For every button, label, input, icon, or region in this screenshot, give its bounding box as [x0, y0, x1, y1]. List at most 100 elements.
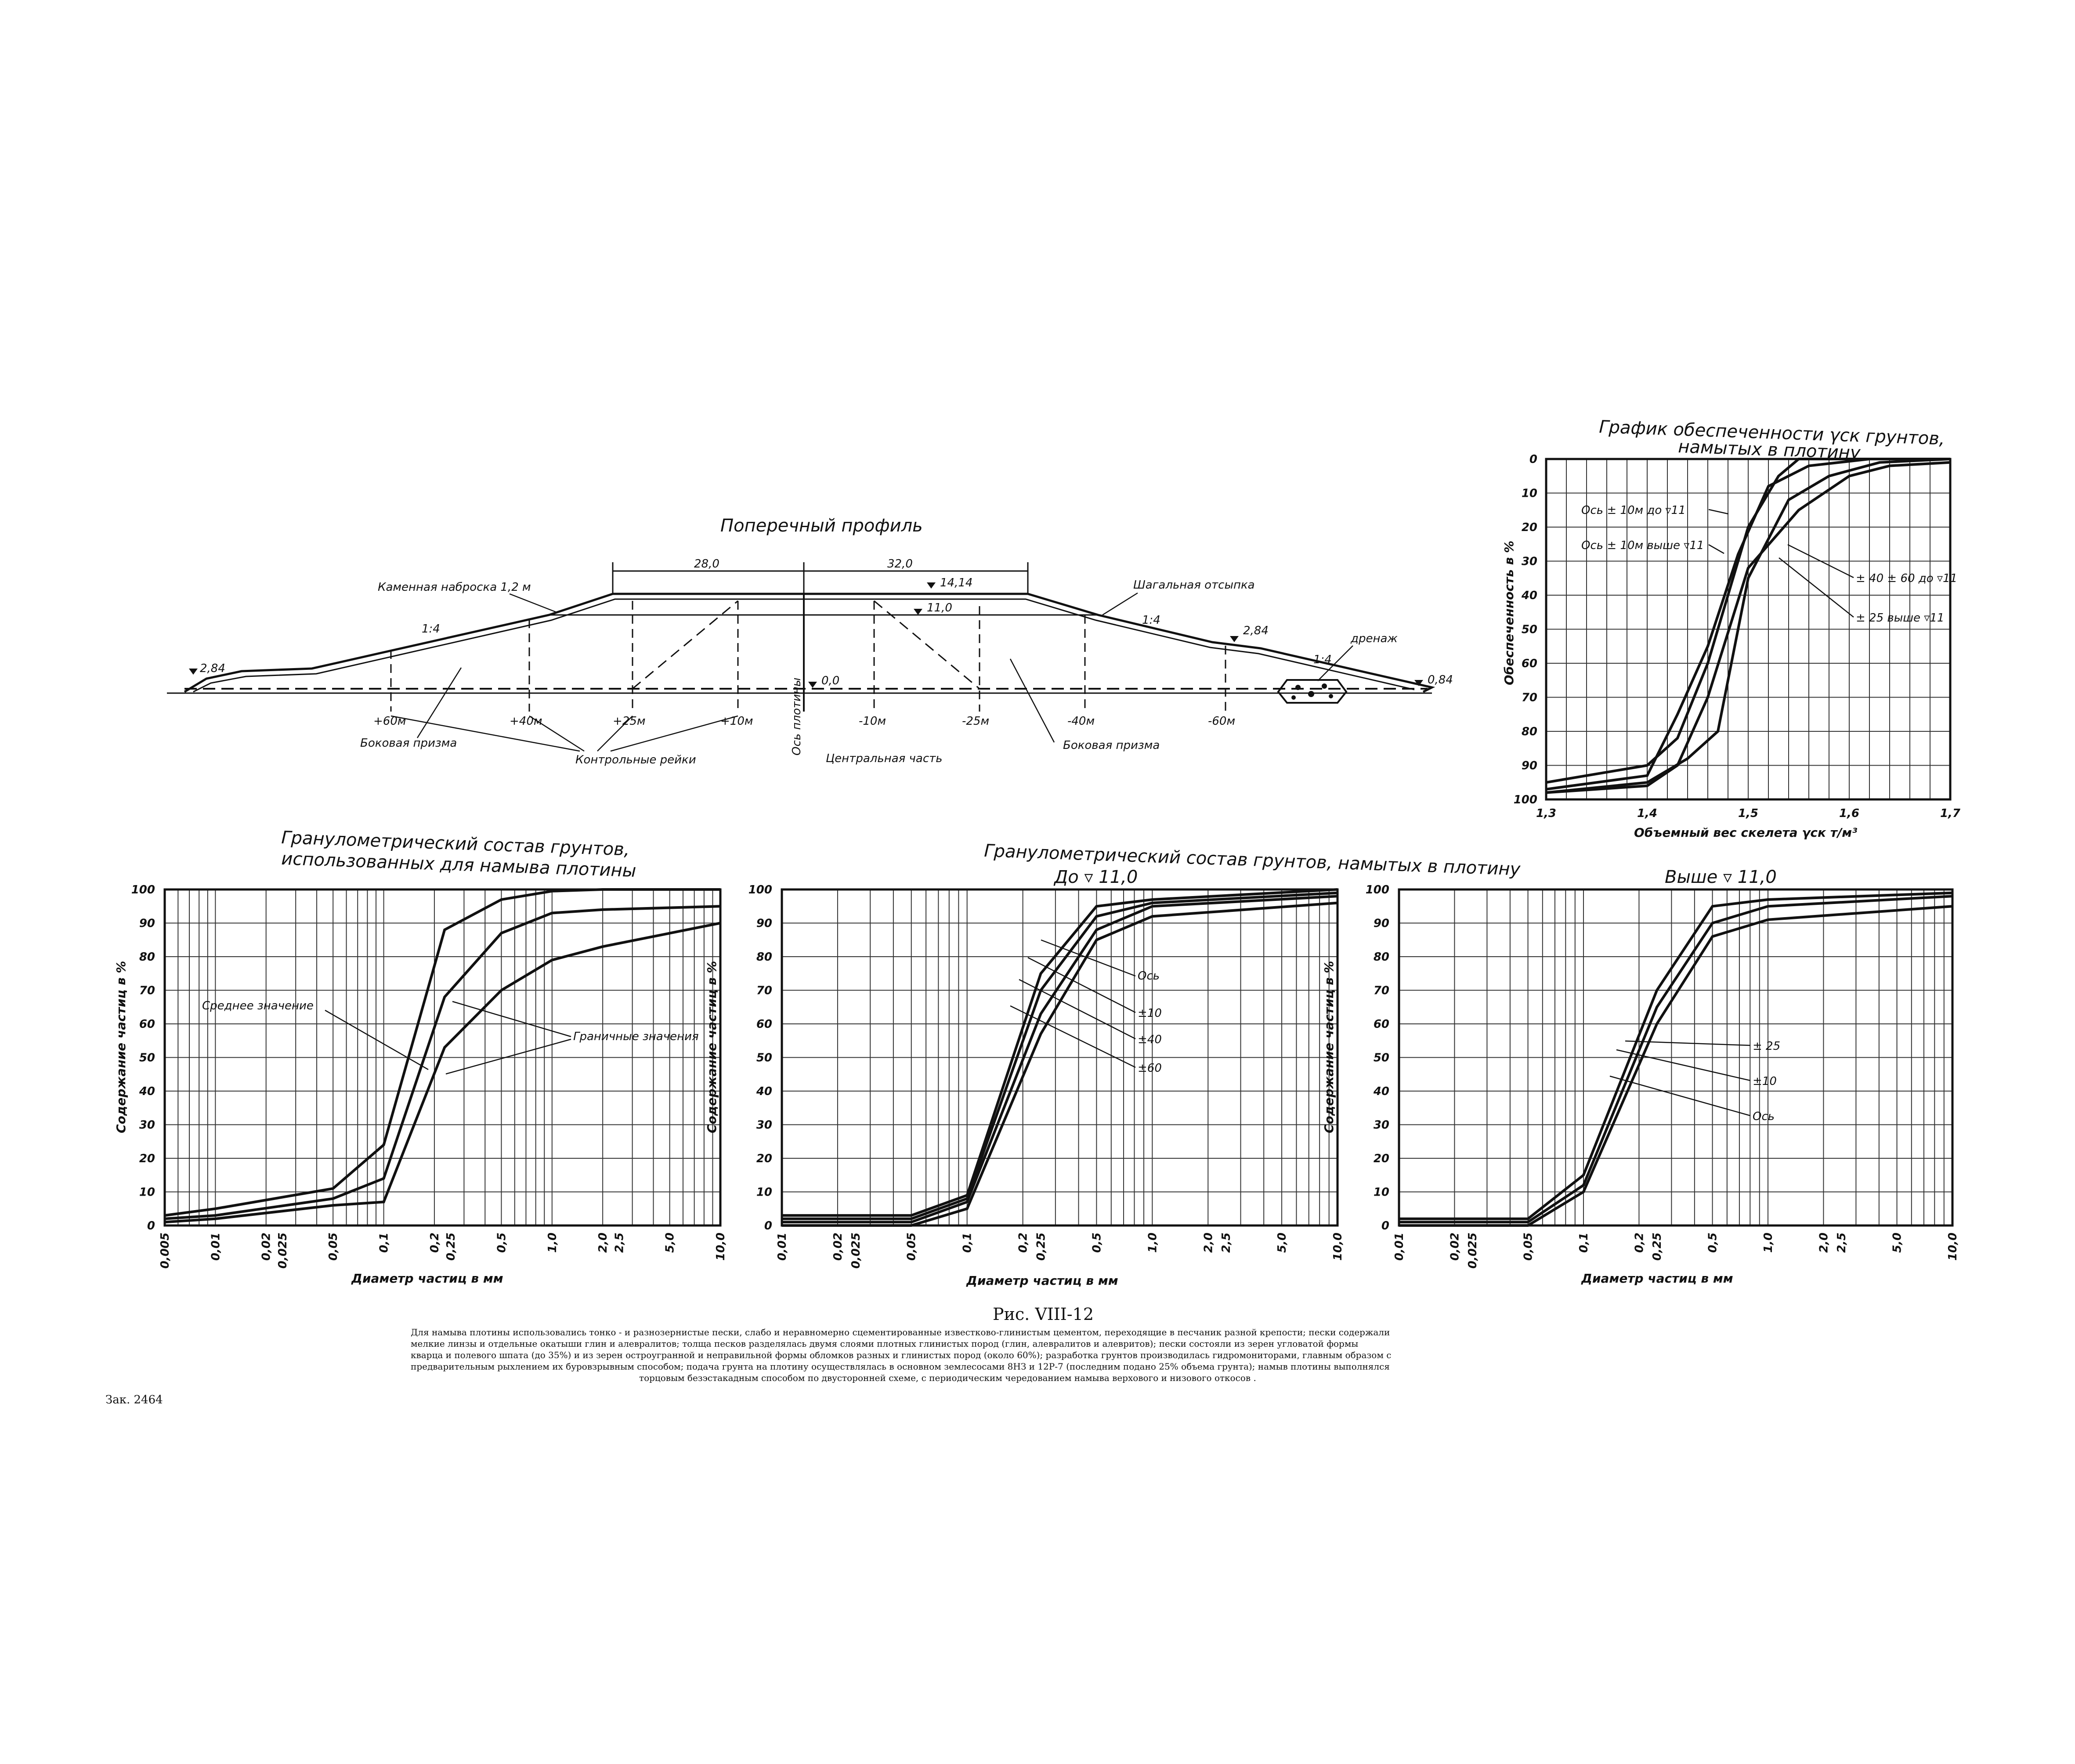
gran-chart-2: 0 10 20 30 40 50 60 70 80 90 100 0,01 0,02 0,025 0,05 0… [705, 883, 1345, 1288]
y-tick-label: 20 [1522, 521, 1537, 534]
dimension-right: 32,0 [887, 557, 913, 571]
y-tick-label: 40 [756, 1085, 772, 1098]
supply-curves [1546, 458, 1951, 794]
gran3-ticks: 0 10 20 30 40 50 60 70 80 90 100 0,01 0,02 0,025 0,05 0… [1366, 883, 1959, 1269]
y-tick-label: 50 [1522, 623, 1537, 636]
y-tick-label: 80 [139, 951, 155, 964]
y-tick-label: 40 [1373, 1085, 1389, 1098]
x-tick-label: 2,5 [1835, 1233, 1848, 1253]
x-tick-label: 2,0 [596, 1233, 610, 1253]
y-tick-label: 50 [1374, 1052, 1389, 1065]
label-stone-fill: Каменная наброска 1,2 м [378, 581, 531, 594]
gran2-ylabel: Содержание частиц в % [705, 961, 719, 1133]
mark-triangle-icon [1230, 636, 1239, 642]
x-tick-label: 0,2 [1017, 1233, 1030, 1253]
gran3-curves [1399, 891, 1953, 1227]
gran2-label-10: ±10 [1138, 1007, 1162, 1020]
gran-mid-subtitle: До ▿ 11,0 [1053, 867, 1138, 887]
x-tick-label: 0,025 [850, 1233, 863, 1269]
gran1-curves [164, 888, 721, 1224]
x-tick-label: 1,5 [1738, 807, 1758, 820]
x-tick-label: 0,005 [159, 1233, 172, 1269]
label-shagal-fill: Шагальная отсыпка [1133, 578, 1255, 592]
x-tick-label: 0,25 [1035, 1233, 1048, 1261]
supply-label-axis-below: Ось ± 10м до ▿11 [1581, 504, 1686, 517]
series-line [1399, 905, 1953, 1227]
slope-label-left: 1:4 [422, 622, 440, 636]
x-tick-label: 0,1 [1577, 1233, 1591, 1253]
control-rails [390, 594, 1226, 712]
supply-label-25: ± 25 выше ▿11 [1856, 611, 1944, 625]
gran-chart-1: 0 10 20 30 40 50 60 70 80 90 100 0,005 0,01 0,02 0,025… [114, 883, 727, 1286]
y-tick-label: 100 [748, 883, 772, 896]
y-tick-label: 100 [1514, 793, 1537, 806]
y-tick-label: 30 [1522, 555, 1537, 568]
y-tick-label: 70 [1374, 984, 1389, 998]
gran1-label-mean: Среднее значение [202, 999, 314, 1012]
y-tick-label: 20 [139, 1152, 155, 1165]
x-tick-label: 0,25 [1651, 1233, 1664, 1261]
gran-right-subtitle: Выше ▿ 11,0 [1665, 867, 1777, 887]
x-tick-label: 0,01 [776, 1233, 789, 1261]
series-line [164, 905, 721, 1220]
y-tick-label: 90 [139, 917, 155, 930]
x-tick-label: 0,02 [1448, 1233, 1461, 1261]
drain-symbol [1277, 679, 1348, 704]
y-tick-label: 20 [1374, 1152, 1389, 1165]
y-tick-label: 20 [756, 1152, 772, 1165]
x-tick-label: 0,5 [495, 1233, 508, 1253]
gran-chart-3: 0 10 20 30 40 50 60 70 80 90 100 0,01 0,02 0,025 0,05 0… [1322, 883, 1959, 1286]
supply-xlabel: Объемный вес скелета γск т/м³ [1634, 825, 1857, 840]
x-tick-label: 1,0 [546, 1233, 559, 1253]
x-tick-label: 0,2 [1633, 1233, 1646, 1253]
x-tick-label: 0,05 [1522, 1233, 1535, 1261]
supply-label-axis-above: Ось ± 10м выше ▿11 [1581, 539, 1704, 552]
x-tick-label: 5,0 [1276, 1233, 1289, 1253]
x-tick-label: 0,02 [260, 1233, 273, 1261]
series-line [1399, 891, 1953, 1220]
x-tick-label: 10,0 [1331, 1233, 1345, 1261]
x-tick-label: 10,0 [714, 1233, 727, 1261]
y-tick-label: 60 [756, 1018, 772, 1031]
station-minus-10: -10м [859, 715, 886, 728]
station-minus-40: -40м [1067, 715, 1095, 728]
gran3-label-10: ±10 [1753, 1075, 1777, 1088]
station-minus-60: -60м [1208, 715, 1235, 728]
mark-triangle-icon [808, 682, 817, 688]
series-line [164, 888, 720, 1217]
label-side-prism-left: Боковая призма [360, 737, 457, 750]
y-tick-label: 30 [756, 1119, 772, 1132]
y-tick-label: 10 [1522, 487, 1537, 500]
x-tick-label: 0,02 [831, 1233, 845, 1261]
x-tick-label: 0,01 [209, 1233, 222, 1261]
series-line [782, 891, 1338, 1220]
dimension-line: 28,0 32,0 [612, 557, 1029, 593]
gran2-grid [781, 888, 1339, 1227]
y-tick-label: 90 [1522, 759, 1537, 773]
y-tick-label: 10 [1374, 1186, 1389, 1199]
x-tick-label: 1,4 [1637, 807, 1657, 820]
gran3-grid [1398, 888, 1954, 1227]
station-plus-60: +60м [373, 715, 406, 728]
x-tick-label: 0,2 [428, 1233, 441, 1253]
x-tick-label: 2,5 [613, 1233, 626, 1253]
label-side-prism-right: Боковая призма [1063, 739, 1160, 752]
series-line [782, 888, 1338, 1217]
y-tick-label: 60 [1374, 1018, 1389, 1031]
mark-triangle-icon [927, 582, 936, 589]
x-tick-label: 10,0 [1946, 1233, 1959, 1261]
y-tick-label: 50 [139, 1052, 155, 1065]
x-tick-label: 1,7 [1940, 807, 1961, 820]
y-tick-label: 40 [139, 1085, 155, 1098]
note-line: Для намыва плотины использовались тонко … [411, 1327, 1390, 1337]
label-central-part: Центральная часть [826, 752, 943, 765]
mark-left-toe: 2,84 [200, 662, 225, 675]
supply-chart: График обеспеченности γск грунтов, намыт… [1502, 417, 1961, 840]
supply-ylabel: Обеспеченность в % [1502, 541, 1516, 685]
x-tick-label: 0,025 [276, 1233, 289, 1269]
gran1-ylabel: Содержание частиц в % [114, 961, 128, 1133]
x-tick-label: 0,05 [327, 1233, 340, 1261]
note-line: торцовым безэстакадным способом по двуст… [639, 1373, 1256, 1383]
station-labels: +60м +40м +25м +10м -10м -25м -40м -60м … [373, 678, 1235, 755]
